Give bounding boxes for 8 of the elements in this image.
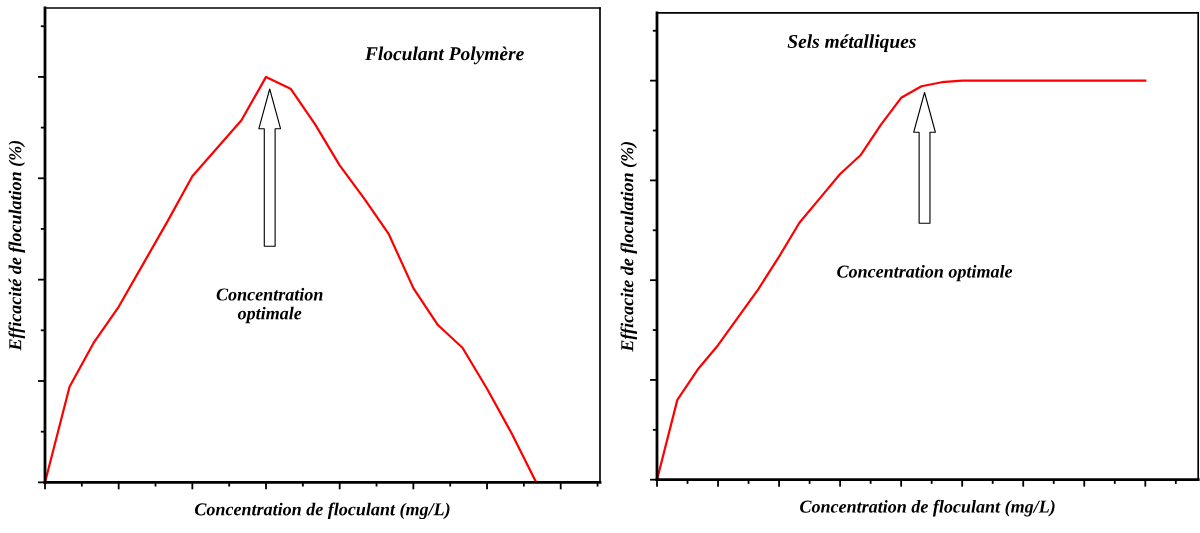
x-axis-title: Concentration de floculant (mg/L) (194, 502, 450, 520)
chart-title: Sels métalliques (787, 34, 916, 52)
y-axis-title: Efficacité de floculation (%) (8, 140, 25, 351)
annotation: Concentration optimale (216, 287, 323, 324)
y-axis-title: Efficacite de floculation (%) (620, 142, 637, 352)
x-axis-title: Concentration de floculant (mg/L) (800, 499, 1055, 517)
annotation: Concentration optimale (837, 264, 1013, 282)
chart-title: Floculant Polymère (364, 46, 524, 65)
